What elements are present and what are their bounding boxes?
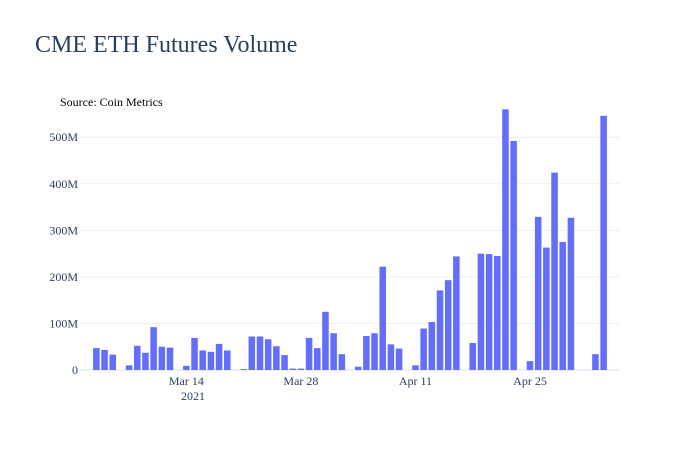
x-tick-label: Apr 25 <box>513 374 547 388</box>
bar <box>592 354 599 370</box>
bar <box>109 354 116 370</box>
bar <box>354 366 362 370</box>
y-tick-label: 300M <box>49 223 78 237</box>
bar <box>207 351 215 370</box>
y-tick-label: 100M <box>49 316 78 330</box>
bar <box>322 311 329 370</box>
bar <box>183 365 190 370</box>
bar <box>387 344 395 370</box>
bar <box>142 352 149 370</box>
bar <box>134 345 141 370</box>
bar <box>199 350 206 370</box>
bar <box>428 322 436 370</box>
bar <box>444 280 452 370</box>
bar <box>330 333 337 370</box>
bar <box>510 140 517 370</box>
bar <box>567 217 575 370</box>
y-tick-label: 500M <box>49 130 78 144</box>
bar <box>314 348 321 370</box>
bar <box>494 255 501 370</box>
x-axis-year-label: 2021 <box>181 389 205 403</box>
x-tick-label: Apr 11 <box>399 374 432 388</box>
bar <box>363 336 370 370</box>
bar <box>224 350 231 370</box>
x-axis-ticks: Mar 14 Mar 28 Apr 11 Apr 25 <box>169 374 547 388</box>
bar <box>420 328 427 370</box>
bar <box>379 266 386 370</box>
bar <box>93 348 100 370</box>
bar <box>158 346 166 370</box>
bar <box>502 109 509 370</box>
bar <box>281 355 288 370</box>
bar <box>534 216 542 370</box>
bar <box>395 348 403 370</box>
y-tick-label: 0 <box>72 363 78 377</box>
bar <box>477 253 485 370</box>
y-tick-label: 200M <box>49 270 78 284</box>
bar <box>256 336 264 370</box>
bar <box>412 365 419 370</box>
x-tick-label: Mar 28 <box>283 374 318 388</box>
bar <box>600 115 607 371</box>
bar <box>289 368 296 370</box>
bar <box>273 346 280 370</box>
bar <box>338 354 346 370</box>
bar <box>166 347 174 370</box>
bar <box>305 337 313 370</box>
bar <box>101 349 108 370</box>
bar <box>453 256 460 370</box>
source-annotation: Source: Coin Metrics <box>60 95 163 109</box>
chart-title: CME ETH Futures Volume <box>35 32 297 58</box>
bars <box>93 109 607 371</box>
bar <box>297 368 305 370</box>
bar <box>469 343 476 370</box>
bar <box>191 337 198 370</box>
y-axis-ticks: 0 100M 200M 300M 400M 500M <box>49 130 78 377</box>
bar <box>559 241 566 370</box>
bar <box>436 290 444 370</box>
bar <box>371 333 378 370</box>
x-tick-label: Mar 14 <box>169 374 204 388</box>
y-tick-label: 400M <box>49 177 78 191</box>
bar <box>240 369 247 370</box>
bar <box>543 247 550 370</box>
bar <box>125 365 133 370</box>
bar <box>215 343 223 370</box>
bar <box>264 339 272 370</box>
bar <box>248 336 256 370</box>
bar <box>150 327 157 370</box>
bar <box>551 172 558 370</box>
bar <box>485 254 493 370</box>
bar <box>526 361 534 370</box>
